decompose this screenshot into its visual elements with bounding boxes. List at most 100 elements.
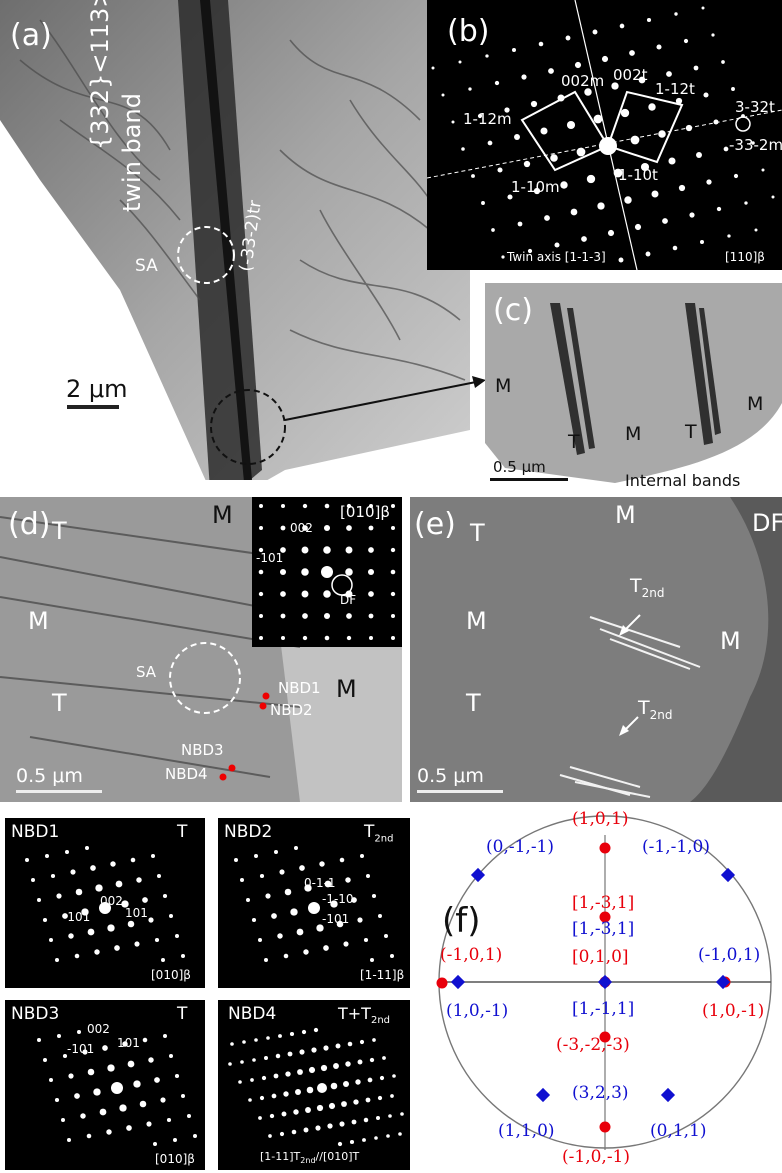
nbd-spot bbox=[336, 920, 344, 928]
nbd-spot bbox=[50, 873, 56, 879]
inset-spot bbox=[369, 636, 373, 640]
f-red-10m1: (1,0,-1) bbox=[702, 1001, 765, 1021]
nbd-spot bbox=[174, 1073, 180, 1079]
e-t2nd-main-2: T bbox=[638, 697, 650, 719]
inset-spot bbox=[345, 568, 353, 576]
nbd4-spot bbox=[343, 1081, 349, 1087]
diffraction-spot bbox=[638, 76, 646, 84]
diffraction-spot bbox=[640, 162, 650, 172]
nbd-spot bbox=[246, 898, 250, 902]
inset-spot bbox=[259, 636, 263, 640]
e-t2nd-sub-2: 2nd bbox=[649, 707, 673, 722]
nbd3-s1: 002 bbox=[87, 1022, 110, 1036]
diffraction-spot bbox=[544, 215, 550, 221]
nbd-spot bbox=[371, 893, 377, 899]
spot-3-32t: 3-32t bbox=[735, 98, 775, 116]
inset-spot bbox=[258, 591, 264, 597]
panel-d-micrograph: (d) T M M T M SA NBD1 NBD2 NBD3 NBD4 0.5… bbox=[0, 497, 402, 802]
nbd-spot bbox=[271, 913, 277, 919]
nbd-spot bbox=[56, 893, 62, 899]
nbd4-spot bbox=[259, 1095, 265, 1101]
nbd2-label: NBD2 bbox=[270, 701, 313, 719]
nbd2-s2: -1-10 bbox=[322, 892, 354, 906]
inset-spot bbox=[346, 503, 352, 509]
nbd-spot bbox=[85, 846, 89, 850]
nbd-spot bbox=[173, 1138, 177, 1142]
diffraction-spot bbox=[570, 208, 578, 216]
nbd-spot bbox=[49, 1078, 53, 1082]
nbd-spot bbox=[67, 1138, 71, 1142]
scale-label-c: 0.5 μm bbox=[493, 458, 546, 476]
nbd4-spot bbox=[261, 1075, 267, 1081]
diffraction-spot bbox=[696, 152, 702, 158]
diffraction-spot bbox=[646, 17, 652, 23]
nbd4-spot bbox=[386, 1134, 390, 1138]
nbd4-spot bbox=[317, 1083, 327, 1093]
diffraction-spot bbox=[607, 229, 615, 237]
nbd-spot bbox=[70, 869, 76, 875]
inset-spot bbox=[258, 569, 264, 575]
scale-bar-e bbox=[417, 790, 503, 793]
diffraction-spot bbox=[514, 134, 520, 140]
nbd4-spot bbox=[266, 1036, 270, 1040]
nbd4-spot bbox=[323, 1045, 329, 1051]
f-blue-1m31: [1,-3,1] bbox=[572, 919, 635, 939]
diffraction-spot bbox=[511, 47, 517, 53]
f-red-m3m2m3: (-3,-2,-3) bbox=[556, 1035, 630, 1055]
diffraction-spot bbox=[566, 120, 576, 130]
nbd3-phase: T bbox=[177, 1004, 188, 1024]
nbd4-spot bbox=[333, 1063, 339, 1069]
nbd-spot bbox=[294, 846, 298, 850]
f-red-m10m1: (-1,0,-1) bbox=[562, 1147, 631, 1167]
nbd-spot bbox=[122, 1041, 128, 1047]
nbd-spot bbox=[133, 1080, 141, 1088]
nbd4-spot bbox=[349, 1139, 355, 1145]
inset-spot bbox=[302, 525, 308, 531]
c-label-m-2: M bbox=[625, 423, 642, 445]
nbd1-s1: 002 bbox=[100, 894, 123, 908]
nbd4-spot bbox=[293, 1109, 299, 1115]
nbd4-spot bbox=[327, 1123, 333, 1129]
diffraction-spot bbox=[550, 154, 558, 162]
nbd4-zone: [1-11]T2nd//[010]T bbox=[260, 1150, 359, 1165]
diffraction-spot bbox=[451, 120, 455, 124]
nbd-spot bbox=[95, 884, 103, 892]
nbd4-spot bbox=[308, 1066, 316, 1074]
nbd4-spot bbox=[379, 1075, 385, 1081]
nbd4-spot bbox=[289, 1031, 295, 1037]
d-label-t-1: T bbox=[52, 517, 67, 545]
inset-spot bbox=[280, 525, 286, 531]
inset-spot bbox=[346, 613, 352, 619]
nbd-spot bbox=[102, 1045, 108, 1051]
inset-spot bbox=[301, 546, 309, 554]
nbd-spot bbox=[160, 1097, 166, 1103]
panel-label-e: (e) bbox=[414, 507, 456, 542]
nbd3-s2: 101 bbox=[117, 1036, 140, 1050]
nbd4-spot bbox=[268, 1134, 272, 1138]
diffraction-spot bbox=[592, 29, 598, 35]
inset-spot bbox=[324, 503, 330, 509]
nbd-spot bbox=[31, 878, 35, 882]
inset-spot bbox=[323, 590, 331, 598]
nbd-spot bbox=[264, 958, 268, 962]
nbd1-s2: 101 bbox=[125, 906, 148, 920]
nbd4-spot bbox=[301, 1029, 307, 1035]
nbd-spot bbox=[299, 865, 305, 871]
diffraction-spot bbox=[586, 174, 596, 184]
red-pole bbox=[599, 842, 611, 854]
diffraction-spot bbox=[485, 54, 489, 58]
nbd4-spot bbox=[311, 1047, 317, 1053]
nbd-spot bbox=[107, 924, 115, 932]
nbd4-spot bbox=[263, 1055, 269, 1061]
d-label-t-2: T bbox=[52, 689, 67, 717]
twin-band-label-2: twin band bbox=[118, 93, 146, 212]
nbd2-title: NBD2 bbox=[224, 822, 273, 842]
nbd-spot bbox=[324, 880, 332, 888]
nbd4-spot bbox=[271, 1093, 277, 1099]
nbd4-spot bbox=[279, 1131, 285, 1137]
diffraction-spot bbox=[581, 236, 587, 242]
nbd4-spot bbox=[230, 1042, 234, 1046]
inset-spot bbox=[259, 614, 263, 618]
nbd-spot bbox=[378, 914, 382, 918]
nbd-spot bbox=[127, 920, 135, 928]
